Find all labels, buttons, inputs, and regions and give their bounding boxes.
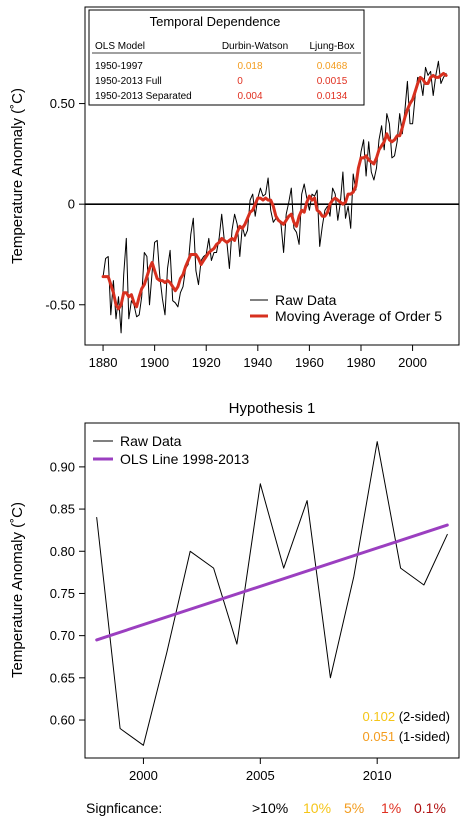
table-row-model: 1950-1997 xyxy=(95,61,143,72)
p-value-one-sided: 0.051 (1-sided) xyxy=(363,729,450,744)
table-row-dw: 0.004 xyxy=(237,91,262,102)
y-tick-label: 0.70 xyxy=(50,628,75,643)
significance-level: >10% xyxy=(252,800,289,816)
legend-label-raw-data: Raw Data xyxy=(275,292,337,308)
significance-level: 10% xyxy=(303,800,332,816)
y-tick-label: 0.50 xyxy=(50,96,75,111)
y-tick-label: 0.90 xyxy=(50,459,75,474)
temporal-dependence-table: Temporal Dependence OLS Model Durbin-Wat… xyxy=(88,9,365,106)
table-row-lb: 0.0015 xyxy=(317,76,348,87)
table-row-dw: 0 xyxy=(237,76,243,87)
y-tick-label: 0.60 xyxy=(50,713,75,728)
table-row-dw: 0.018 xyxy=(237,61,262,72)
significance-legend: Signficance: >10% 10% 5% 1% 0.1% xyxy=(0,800,464,822)
y-tick-label: 0.75 xyxy=(50,586,75,601)
table-header-lb: Ljung-Box xyxy=(309,41,354,52)
x-tick-label: 1980 xyxy=(347,355,376,370)
top-y-axis-label: Temperature Anomaly (˚C) xyxy=(9,88,26,264)
bottom-plot-frame xyxy=(84,422,460,759)
series-line-moving-average-of-order-5 xyxy=(101,71,448,311)
p-value-two-sided: 0.102 (2-sided) xyxy=(363,709,450,724)
y-tick-label: 0.85 xyxy=(50,502,75,517)
figure: 1880 1900 1920 1940 1960 1980 2000 -0.5000.50 … xyxy=(9,6,460,783)
p-value-number: 0.102 xyxy=(363,709,396,724)
bottom-legend: Raw Data OLS Line 1998-2013 xyxy=(93,433,249,467)
table-title: Temporal Dependence xyxy=(150,14,281,29)
table-header-dw: Durbin-Watson xyxy=(222,41,288,52)
series-line-raw-data xyxy=(96,441,448,746)
significance-label: Signficance: xyxy=(86,800,163,816)
table-box xyxy=(88,9,365,106)
y-tick-label: -0.50 xyxy=(45,297,75,312)
table-row-model: 1950-2013 Full xyxy=(95,76,162,87)
p-value-number: 0.051 xyxy=(363,729,396,744)
legend-label-raw-data: Raw Data xyxy=(120,433,182,449)
p-value-annotations: 0.102 (2-sided) 0.051 (1-sided) xyxy=(363,709,450,744)
x-tick-label: 1900 xyxy=(140,355,169,370)
x-tick-label: 1960 xyxy=(295,355,324,370)
top-chart: 1880 1900 1920 1940 1960 1980 2000 -0.5000.50 … xyxy=(9,6,460,370)
table-row-lb: 0.0468 xyxy=(317,61,348,72)
p-value-kind: (2-sided) xyxy=(399,709,450,724)
top-plot-frame xyxy=(84,6,460,346)
x-tick-label: 2000 xyxy=(398,355,427,370)
significance-level: 1% xyxy=(381,800,402,816)
significance-level: 0.1% xyxy=(414,800,446,816)
bottom-chart: Hypothesis 1 2000 2005 2010 0.60 0.65 0.70 0.… xyxy=(9,400,460,783)
bottom-y-axis-label: Temperature Anomaly (˚C) xyxy=(9,502,26,678)
significance-level: 5% xyxy=(344,800,365,816)
x-tick-label: 2010 xyxy=(363,768,392,783)
y-tick-label: 0.65 xyxy=(50,670,75,685)
table-header-model: OLS Model xyxy=(95,41,145,52)
bottom-chart-title: Hypothesis 1 xyxy=(229,400,316,417)
table-row-lb: 0.0134 xyxy=(317,91,348,102)
y-tick-label: 0 xyxy=(68,197,75,212)
x-tick-label: 2000 xyxy=(129,768,158,783)
legend-label-ols-line: OLS Line 1998-2013 xyxy=(120,451,249,467)
x-tick-label: 1940 xyxy=(243,355,272,370)
top-legend: Raw Data Moving Average of Order 5 xyxy=(250,292,442,324)
x-tick-label: 2005 xyxy=(246,768,275,783)
table-row-model: 1950-2013 Separated xyxy=(95,91,192,102)
series-line-ols-line-1998-2013 xyxy=(95,523,449,642)
x-tick-label: 1920 xyxy=(192,355,221,370)
p-value-kind: (1-sided) xyxy=(399,729,450,744)
x-tick-label: 1880 xyxy=(89,355,118,370)
legend-label-moving-average: Moving Average of Order 5 xyxy=(275,308,442,324)
y-tick-label: 0.80 xyxy=(50,544,75,559)
